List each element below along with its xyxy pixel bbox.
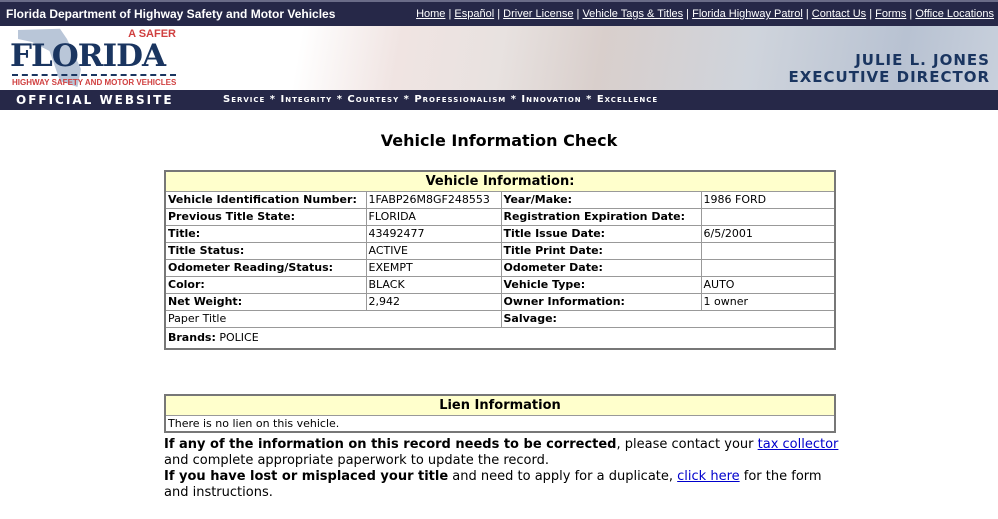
field-label: Year/Make: [500, 190, 702, 209]
logo-tagline: A SAFER [128, 28, 176, 40]
paper-title: Paper Title [164, 309, 502, 328]
director-name: JULIE L. JONES [855, 51, 990, 69]
logo-sub: HIGHWAY SAFETY AND MOTOR VEHICLES [12, 78, 177, 87]
vehicle-info-table: Vehicle Information: Vehicle Identificat… [164, 170, 836, 350]
field-value: 1 owner [700, 292, 836, 311]
nav-bar: OFFICIAL WEBSITE Service * Integrity * C… [0, 90, 998, 110]
link-separator: | [906, 8, 916, 20]
field-value: 1FABP26M8GF248553 [365, 190, 502, 209]
link-separator: | [683, 8, 693, 20]
table-row: Previous Title State: FLORIDA Registration… [164, 207, 836, 226]
notes: If any of the information on this record… [164, 437, 844, 501]
table-row: Color: BLACK Vehicle Type: AUTO [164, 275, 836, 294]
field-value: 1986 FORD [700, 190, 836, 209]
field-value: 2,942 [365, 292, 502, 311]
note2-bold: If you have lost or misplaced your title [164, 469, 449, 484]
lien-heading: Lien Information [164, 394, 836, 416]
brands-label: Brands: [168, 331, 216, 345]
core-values: Service * Integrity * Courtesy * Profess… [223, 94, 659, 105]
field-value: AUTO [700, 275, 836, 294]
table-row: Net Weight: 2,942 Owner Information: 1 owne… [164, 292, 836, 311]
field-label: Owner Information: [500, 292, 702, 311]
field-value: BLACK [365, 275, 502, 294]
field-label: Vehicle Type: [500, 275, 702, 294]
link-separator: | [573, 8, 583, 20]
note2-text-end: for the form and instructions. [164, 469, 822, 500]
link-separator: | [494, 8, 504, 20]
director: JULIE L. JONES EXECUTIVE DIRECTOR [788, 52, 990, 86]
table-row: Title: 43492477 Title Issue Date: 6/5/2001 [164, 224, 836, 243]
field-label: Color: [164, 275, 367, 294]
link-separator: | [866, 8, 876, 20]
top-link[interactable]: Contact Us [811, 8, 867, 20]
field-value: 43492477 [365, 224, 502, 243]
field-label: Odometer Reading/Status: [164, 258, 367, 277]
link-separator: | [445, 8, 455, 20]
lien-text: There is no lien on this vehicle. [164, 414, 836, 433]
top-link[interactable]: Vehicle Tags & Titles [582, 8, 684, 20]
logo-word: FLORIDA [10, 38, 166, 74]
field-label: Title Print Date: [500, 241, 702, 260]
table-row: Odometer Reading/Status: EXEMPT Odometer D… [164, 258, 836, 277]
field-value: ACTIVE [365, 241, 502, 260]
field-label: Odometer Date: [500, 258, 702, 277]
field-value: FLORIDA [365, 207, 502, 226]
agency-name: Florida Department of Highway Safety and… [6, 7, 336, 21]
page-title: Vehicle Information Check [380, 131, 618, 150]
table-row: Title Status: ACTIVE Title Print Date: [164, 241, 836, 260]
salvage-label: Salvage: [500, 309, 836, 328]
field-label: Net Weight: [164, 292, 367, 311]
field-label: Title Status: [164, 241, 367, 260]
director-title: EXECUTIVE DIRECTOR [788, 68, 990, 86]
banner: A SAFER FLORIDA HIGHWAY SAFETY AND MOTOR… [0, 26, 998, 90]
logo-divider [12, 74, 176, 76]
vehicle-info-heading: Vehicle Information: [164, 170, 836, 192]
note1-text-end: and complete appropriate paperwork to up… [164, 453, 549, 468]
top-link[interactable]: Driver License [503, 8, 574, 20]
note2-text: and need to apply for a duplicate, [448, 469, 678, 484]
tax-collector-link[interactable]: tax collector [757, 437, 839, 452]
official-website: OFFICIAL WEBSITE [16, 93, 174, 107]
note1-bold: If any of the information on this record… [164, 437, 617, 452]
table-row: Vehicle Identification Number: 1FABP26M8G… [164, 190, 836, 209]
brands-cell: Brands: POLICE [164, 326, 836, 350]
field-value [700, 207, 836, 226]
top-link[interactable]: Forms [875, 8, 907, 20]
field-label: Title Issue Date: [500, 224, 702, 243]
field-value: EXEMPT [365, 258, 502, 277]
field-label: Previous Title State: [164, 207, 367, 226]
field-label: Vehicle Identification Number: [164, 190, 367, 209]
top-bar: Florida Department of Highway Safety and… [0, 0, 998, 26]
brands-value: POLICE [219, 331, 259, 345]
field-value: 6/5/2001 [700, 224, 836, 243]
top-links: Home | Español | Driver License | Vehicl… [416, 7, 994, 21]
top-link[interactable]: Florida Highway Patrol [692, 8, 803, 20]
florida-logo[interactable]: A SAFER FLORIDA HIGHWAY SAFETY AND MOTOR… [10, 27, 178, 89]
field-value [700, 241, 836, 260]
click-here-link[interactable]: click here [677, 469, 740, 484]
lien-info-table: Lien Information There is no lien on thi… [164, 394, 836, 433]
field-label: Registration Expiration Date: [500, 207, 702, 226]
field-value [700, 258, 836, 277]
top-link[interactable]: Home [416, 8, 446, 20]
link-separator: | [802, 8, 812, 20]
top-link[interactable]: Español [454, 8, 495, 20]
top-link[interactable]: Office Locations [915, 8, 994, 20]
field-label: Title: [164, 224, 367, 243]
note1-text: , please contact your [616, 437, 758, 452]
